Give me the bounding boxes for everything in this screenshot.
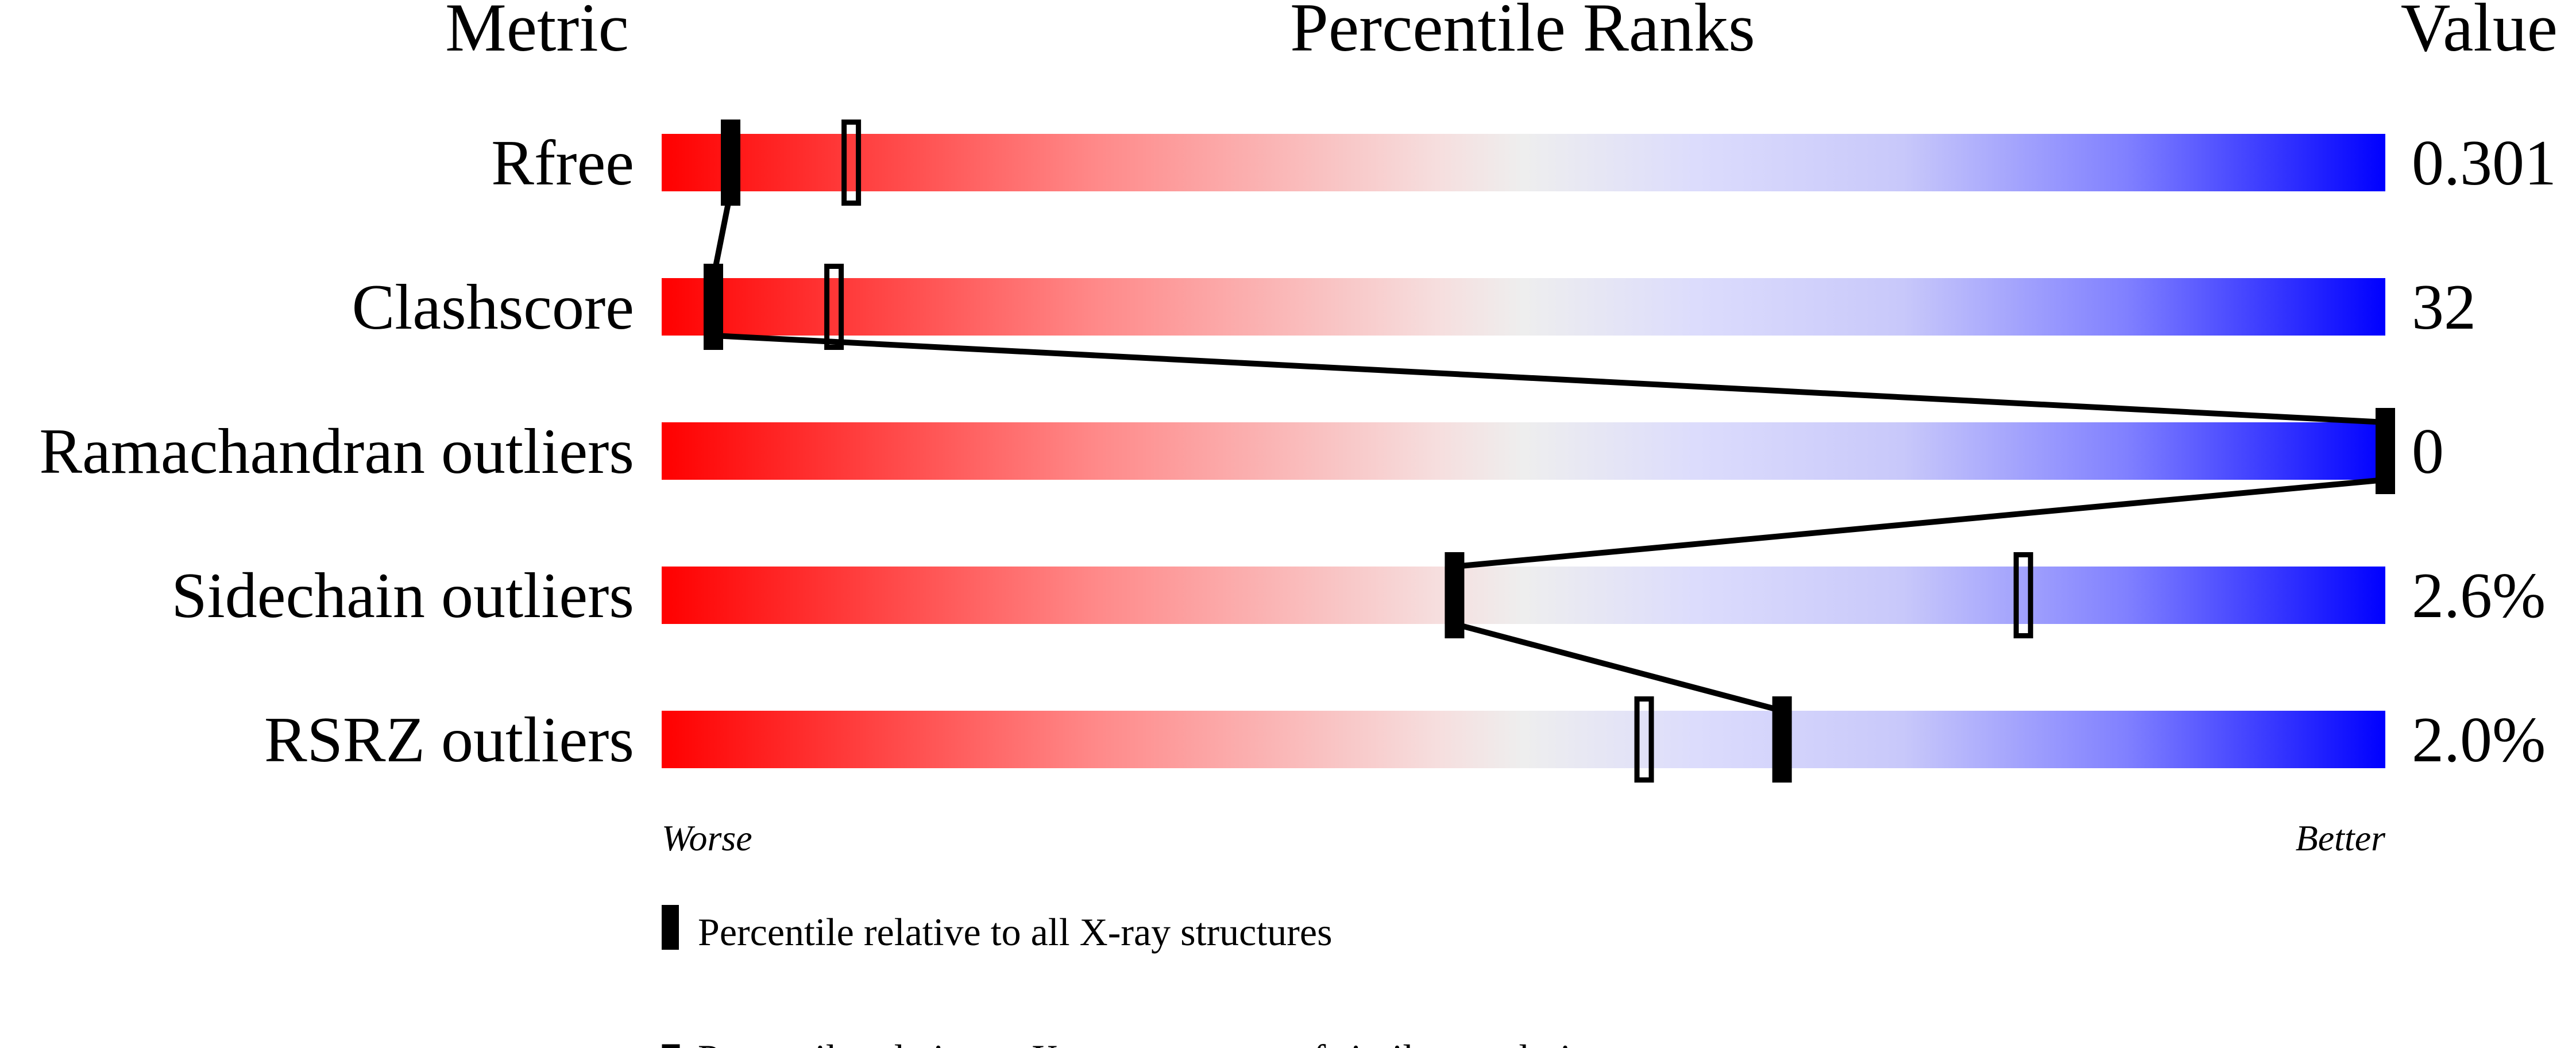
header-metric: Metric [445,0,629,66]
similar-resolution-percentile-marker [1634,696,1654,783]
legend-filled-marker-icon [662,905,679,950]
similar-resolution-percentile-marker [841,120,862,206]
axis-worse-label: Worse [662,818,752,858]
header-percentile-ranks: Percentile Ranks [1290,0,1755,66]
metric-value: 2.6% [2412,560,2546,631]
percentile-connector-line [713,333,2386,425]
all-structures-percentile-marker [721,120,741,206]
percentile-bar [662,422,2385,480]
legend-all-label: Percentile relative to all X-ray structu… [698,910,1333,954]
percentile-connector-line [710,191,733,279]
metric-value: 0.301 [2412,128,2556,199]
similar-resolution-percentile-marker [824,264,844,350]
all-structures-percentile-marker [2376,408,2395,494]
metric-label: Ramachandran outliers [39,416,634,487]
percentile-bar [662,567,2385,624]
all-structures-percentile-marker [1445,552,1465,638]
metric-label: Sidechain outliers [171,560,634,631]
legend-similar-label: Percentile relative to X-ray structures … [698,1037,1610,1048]
header-value: Value [2401,0,2558,66]
axis-better-label: Better [2296,818,2386,858]
percentile-connector-line [1454,477,2386,569]
legend-hollow-marker-icon [662,1044,680,1048]
all-structures-percentile-marker [704,264,724,350]
all-structures-percentile-marker [1772,696,1792,783]
percentile-bar [662,711,2385,768]
metric-value: 0 [2412,416,2444,487]
metric-label: RSRZ outliers [264,704,634,776]
percentile-bar [662,134,2385,191]
metric-label: Rfree [491,128,634,199]
similar-resolution-percentile-marker [2013,552,2033,638]
percentile-bar [662,278,2385,336]
metric-value: 32 [2412,272,2476,343]
percentile-connector-line [1454,621,1783,714]
metric-label: Clashscore [352,272,634,343]
metric-value: 2.0% [2412,704,2546,776]
